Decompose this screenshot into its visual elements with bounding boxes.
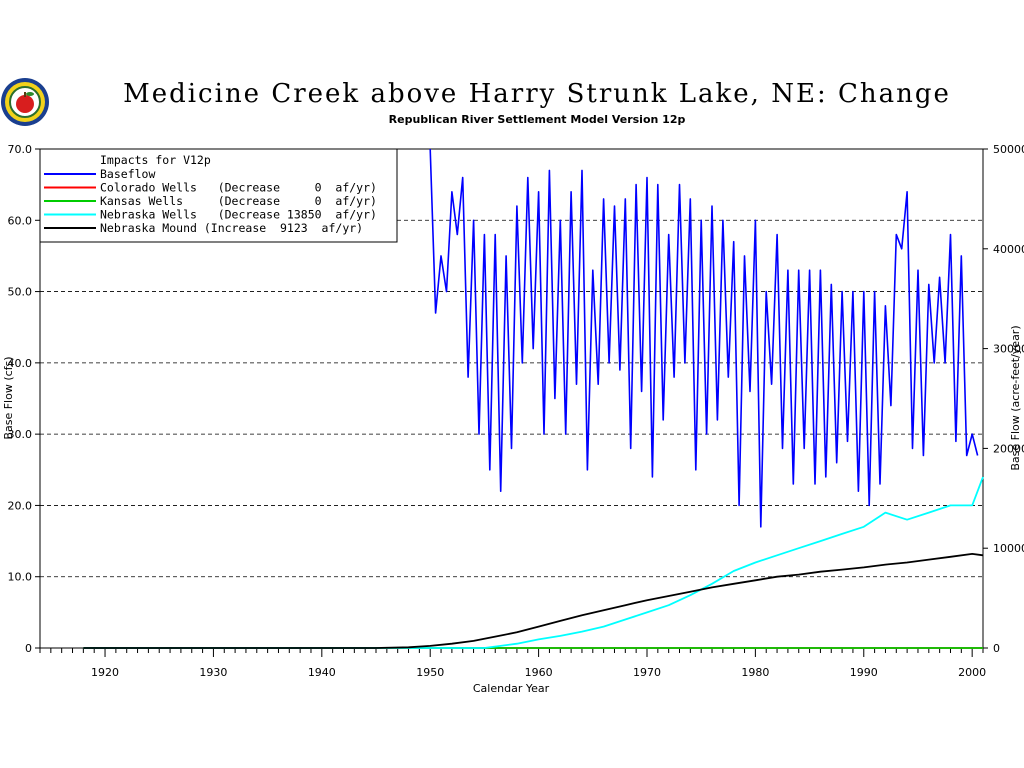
x-axis-label: Calendar Year [473,682,550,695]
y-tick-label-right: 50000 [993,143,1024,156]
x-tick-label: 1970 [633,666,661,679]
y-axis-left: 0 10.0 20.0 30.0 40.0 50.0 60.0 70.0 [8,143,40,655]
y-tick-label-left: 60.0 [8,214,33,227]
logo [1,78,49,126]
y-tick-label-left: 30.0 [8,428,33,441]
legend-entry: Nebraska Mound (Increase 9123 af/yr) [100,221,363,235]
legend-entry: Nebraska Wells (Decrease 13850 af/yr) [100,208,377,222]
y-tick-label-right: 30000 [993,343,1024,356]
chart-title: Medicine Creek above Harry Strunk Lake, … [123,79,951,109]
x-tick-label: 1920 [91,666,119,679]
y-tick-label-left: 70.0 [8,143,33,156]
legend-entry: Colorado Wells (Decrease 0 af/yr) [100,181,377,195]
series-line-nebraska-wells [83,476,984,649]
series-line-baseflow [429,148,979,528]
x-tick-label: 1960 [525,666,553,679]
legend-title: Impacts for V12p [100,153,211,167]
y-tick-label-left: 20.0 [8,499,33,512]
y-tick-label-left: 50.0 [8,286,33,299]
x-tick-label: 2000 [958,666,986,679]
y-tick-label-left: 10.0 [8,571,33,584]
legend-entry: Kansas Wells (Decrease 0 af/yr) [100,194,377,208]
series-group [83,148,984,649]
x-tick-label: 1930 [199,666,227,679]
x-axis: 1920 1930 1940 1950 1960 1970 1980 1990 2000 [39,648,986,679]
legend-entry: Baseflow [100,167,155,181]
legend-box [39,148,398,243]
chart-subtitle: Republican River Settlement Model Versio… [389,113,686,126]
x-tick-label: 1990 [850,666,878,679]
x-tick-label: 1950 [416,666,444,679]
y-tick-label-left: 0 [25,642,32,655]
y-axis-label-left: Base Flow (cfs) [2,356,15,439]
y-tick-label-right: 40000 [993,243,1024,256]
y-tick-label-left: 40.0 [8,357,33,370]
x-tick-label: 1980 [741,666,769,679]
y-tick-label-right: 0 [993,642,1000,655]
x-tick-label: 1940 [308,666,336,679]
series-line-nebraska-mound [83,553,984,649]
y-axis-label-right: Base Flow (acre-feet/year) [1009,325,1022,470]
y-tick-label-right: 10000 [993,542,1024,555]
